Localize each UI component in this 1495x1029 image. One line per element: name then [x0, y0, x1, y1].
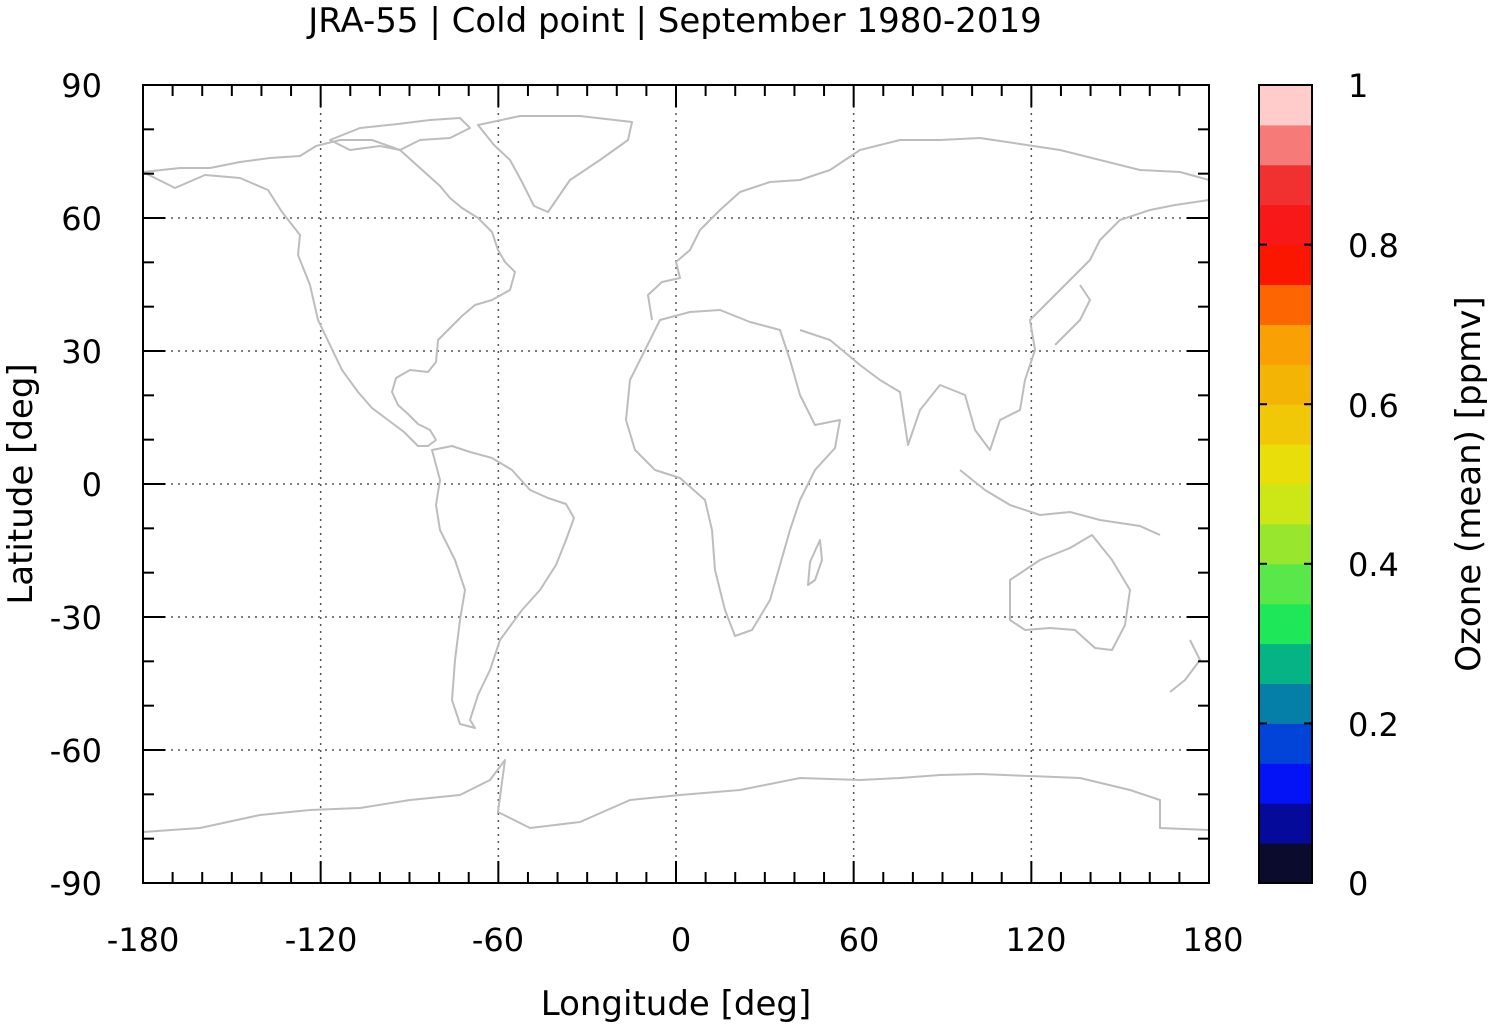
coastline-new-zealand [1169, 639, 1201, 693]
colorbar-label: Ozone (mean) [ppmv] [1449, 296, 1489, 671]
colorbar-segment [1259, 643, 1312, 684]
colorbar-segment [1259, 444, 1312, 485]
colorbar-segment [1259, 683, 1312, 724]
x-tick-label: 60 [839, 921, 880, 959]
map-grid [143, 85, 1209, 883]
chart-title: JRA-55 | Cold point | September 1980-201… [306, 1, 1042, 41]
y-tick-label: 90 [61, 67, 102, 105]
x-tick-label: 180 [1182, 921, 1243, 959]
coastline-africa [625, 309, 841, 637]
axis-ticks [142, 84, 1210, 884]
y-tick-label: -60 [50, 732, 102, 770]
coastline-north-america [142, 139, 516, 447]
y-tick-label: 0 [82, 466, 102, 504]
coastline-antarctica [142, 759, 1210, 833]
colorbar-segment [1259, 723, 1312, 764]
colorbar-tick-labels: 0 0.2 0.4 0.6 0.8 1 [1348, 67, 1399, 903]
coastline-europe [647, 137, 1210, 321]
colorbar-segment [1259, 763, 1312, 804]
x-axis-label: Longitude [deg] [541, 984, 812, 1024]
coastline-japan [1054, 284, 1091, 346]
colorbar-segment [1259, 284, 1312, 325]
colorbar-border [1258, 84, 1313, 884]
coastline-asia [799, 199, 1210, 451]
coastlines [142, 115, 1210, 833]
y-axis-label: Latitude [deg] [1, 363, 41, 604]
colorbar-segment [1259, 164, 1312, 206]
colorbar-ticks [1259, 84, 1312, 884]
coastline-indonesia [959, 469, 1161, 536]
colorbar-segment [1259, 563, 1312, 605]
colorbar-tick-label: 0 [1348, 865, 1368, 903]
colorbar-segment [1259, 843, 1312, 884]
colorbar-segment [1259, 803, 1312, 844]
x-tick-labels: -180 -120 -60 0 60 120 180 [107, 921, 1244, 959]
colorbar-tick-label: 0.4 [1348, 546, 1399, 584]
colorbar-tick-label: 0.2 [1348, 706, 1399, 744]
colorbar-tick-label: 0.6 [1348, 387, 1399, 425]
colorbar-segment [1259, 85, 1312, 126]
colorbar-segment [1259, 404, 1312, 445]
colorbar-segment [1259, 523, 1312, 565]
colorbar-segment [1259, 244, 1312, 285]
x-tick-label: 0 [671, 921, 691, 959]
y-tick-label: 30 [61, 333, 102, 371]
colorbar-segment [1259, 204, 1312, 246]
colorbar-segment [1259, 364, 1312, 405]
x-tick-label: -120 [285, 921, 358, 959]
coastline-south-america [431, 445, 575, 729]
colorbar-tick-label: 1 [1348, 67, 1368, 105]
colorbar-segment [1259, 324, 1312, 365]
x-tick-label: -180 [107, 921, 180, 959]
y-tick-label: 60 [61, 200, 102, 238]
coastline-arctic-islands [329, 117, 471, 151]
colorbar-tick-label: 0.8 [1348, 227, 1399, 265]
x-tick-label: -60 [472, 921, 524, 959]
colorbar [1259, 85, 1312, 884]
coastline-madagascar [807, 539, 823, 586]
coastline-greenland [477, 115, 633, 213]
colorbar-segment [1259, 603, 1312, 645]
colorbar-segment [1259, 484, 1312, 525]
y-tick-label: -90 [50, 865, 102, 903]
coastline-australia [1009, 534, 1131, 651]
colorbar-segment [1259, 124, 1312, 166]
y-tick-label: -30 [50, 599, 102, 637]
x-tick-label: 120 [1005, 921, 1066, 959]
y-tick-labels: 90 60 30 0 -30 -60 -90 [50, 67, 102, 903]
